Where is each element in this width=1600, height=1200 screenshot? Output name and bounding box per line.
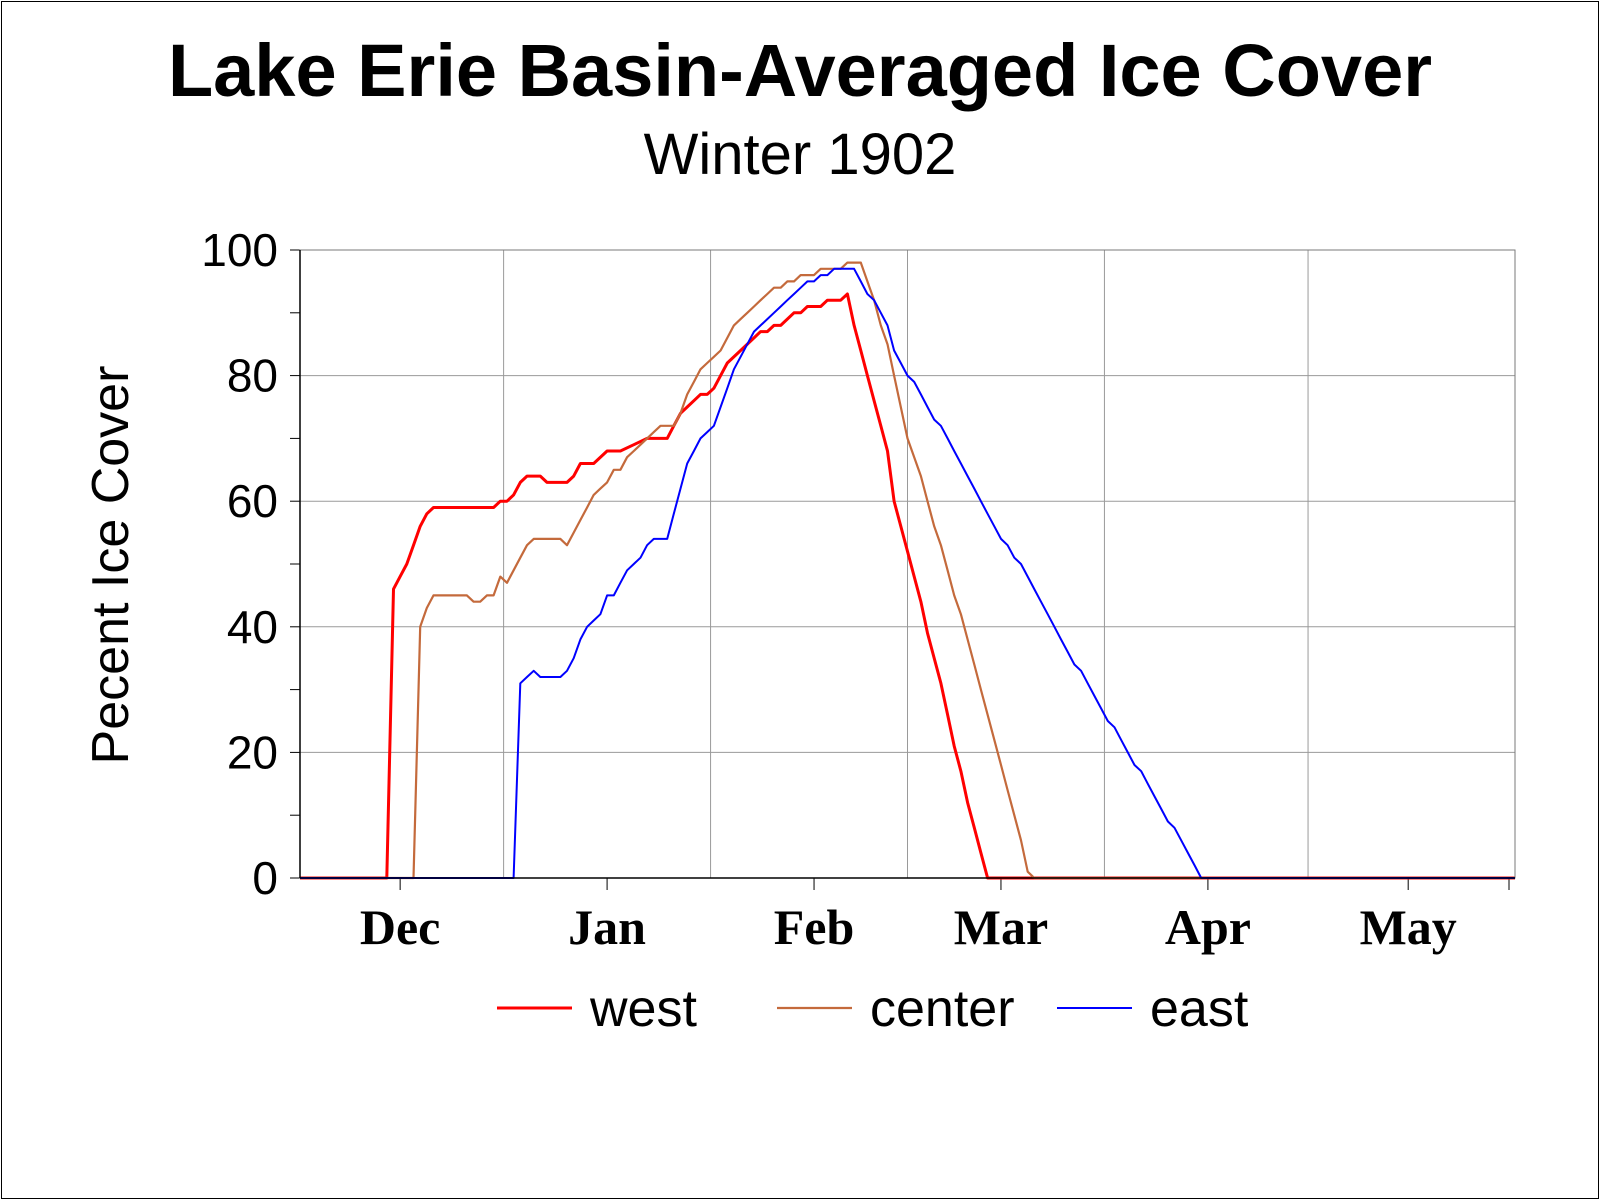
legend: west center east <box>497 980 1249 1038</box>
legend-label-west: west <box>589 980 697 1038</box>
y-tick-label: 100 <box>201 224 278 276</box>
y-tick-label: 20 <box>227 726 278 778</box>
y-tick-label: 0 <box>252 852 278 904</box>
series-line-center <box>300 261 1515 880</box>
y-tick-label: 80 <box>227 350 278 402</box>
chart-title: Lake Erie Basin-Averaged Ice Cover <box>168 29 1432 112</box>
chart-subtitle: Winter 1902 <box>644 122 957 187</box>
x-tick-label: Dec <box>360 899 441 955</box>
grid <box>300 249 1515 878</box>
legend-label-east: east <box>1150 980 1249 1038</box>
axes <box>299 249 1516 879</box>
legend-label-center: center <box>870 980 1015 1038</box>
axis-ticks: 0 20 40 60 80 100 Dec Jan Feb Mar Apr May <box>201 224 1510 955</box>
x-tick-label: Jan <box>568 899 646 955</box>
y-axis-label: Pecent Ice Cover <box>82 366 140 765</box>
x-tick-label: Apr <box>1165 899 1251 955</box>
series-line-east <box>300 267 1515 879</box>
y-tick-label: 60 <box>227 475 278 527</box>
series-lines <box>300 261 1515 880</box>
x-tick-label: May <box>1360 899 1457 955</box>
y-tick-label: 40 <box>227 601 278 653</box>
x-tick-label: Feb <box>774 899 855 955</box>
series-line-west <box>300 292 1515 880</box>
x-tick-label: Mar <box>954 899 1048 955</box>
